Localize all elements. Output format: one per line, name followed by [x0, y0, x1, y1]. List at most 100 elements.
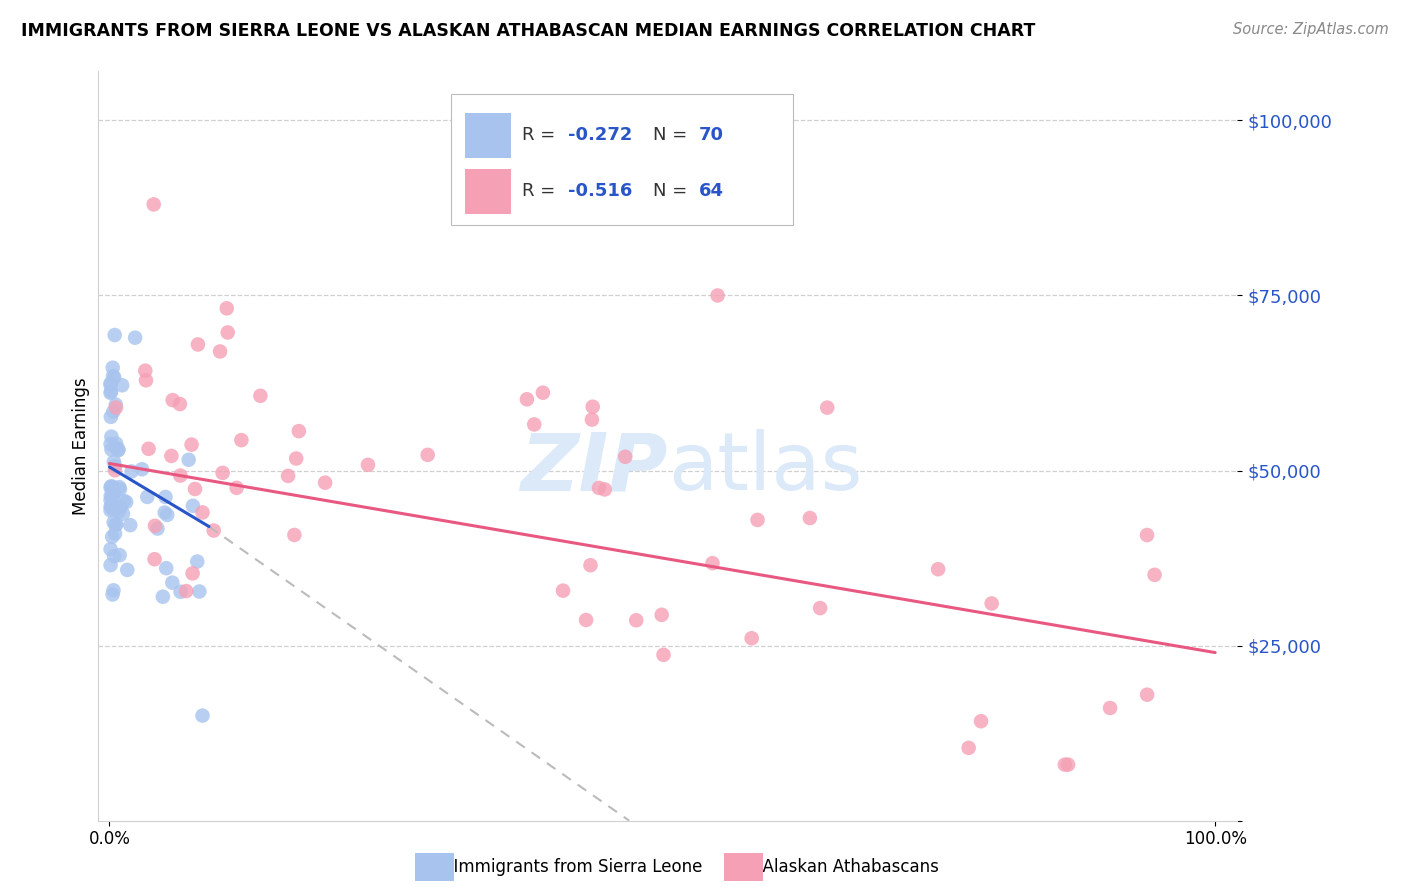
- Point: [100, 442, 122, 457]
- Point: [143, 518, 166, 533]
- Point: [146, 522, 169, 536]
- Point: [1099, 701, 1122, 715]
- Point: [105, 436, 128, 450]
- Point: [651, 607, 673, 622]
- FancyBboxPatch shape: [465, 169, 510, 214]
- Point: [143, 552, 166, 566]
- Point: [160, 449, 183, 463]
- Text: atlas: atlas: [668, 429, 862, 508]
- Point: [181, 499, 204, 513]
- Point: [174, 584, 197, 599]
- Point: [100, 430, 122, 444]
- Point: [153, 506, 176, 520]
- Point: [100, 493, 122, 508]
- Point: [135, 373, 157, 387]
- Point: [100, 437, 122, 451]
- Point: [416, 448, 439, 462]
- Point: [285, 451, 308, 466]
- Point: [1136, 688, 1159, 702]
- Point: [156, 508, 179, 522]
- Text: 70: 70: [699, 126, 724, 144]
- Point: [105, 517, 128, 532]
- Point: [277, 469, 299, 483]
- Point: [134, 364, 156, 378]
- Point: [136, 490, 159, 504]
- Point: [100, 499, 122, 513]
- Point: [588, 481, 610, 495]
- Point: [101, 485, 124, 500]
- Point: [103, 370, 125, 384]
- Point: [231, 433, 253, 447]
- Point: [152, 590, 174, 604]
- Point: [101, 360, 124, 375]
- Point: [288, 424, 311, 438]
- Point: [100, 542, 122, 557]
- Point: [104, 398, 127, 412]
- Point: [162, 575, 184, 590]
- Point: [927, 562, 949, 576]
- Point: [138, 442, 160, 456]
- Point: [1057, 757, 1080, 772]
- Point: [101, 530, 124, 544]
- Point: [103, 516, 125, 530]
- Point: [531, 385, 554, 400]
- Point: [209, 344, 232, 359]
- Point: [799, 511, 821, 525]
- Point: [100, 558, 122, 573]
- Point: [105, 441, 128, 455]
- Point: [702, 556, 724, 570]
- Point: [103, 549, 125, 564]
- Point: [970, 714, 993, 729]
- Point: [107, 442, 129, 457]
- Point: [169, 468, 191, 483]
- Point: [100, 377, 122, 392]
- Point: [225, 481, 247, 495]
- Text: N =: N =: [652, 126, 693, 144]
- Point: [120, 518, 142, 533]
- Point: [103, 405, 125, 419]
- Point: [575, 613, 598, 627]
- Point: [110, 500, 132, 515]
- Point: [217, 326, 239, 340]
- Point: [215, 301, 238, 316]
- Point: [162, 393, 184, 408]
- Point: [103, 486, 125, 500]
- Point: [181, 566, 204, 581]
- Point: [187, 337, 209, 351]
- Point: [314, 475, 336, 490]
- Point: [626, 613, 648, 627]
- Point: [614, 450, 637, 464]
- Point: [142, 197, 165, 211]
- Point: [593, 483, 616, 497]
- Point: [108, 480, 131, 494]
- Text: N =: N =: [652, 182, 693, 200]
- Point: [177, 452, 200, 467]
- Point: [741, 632, 763, 646]
- Point: [100, 480, 122, 494]
- Point: [103, 455, 125, 469]
- Point: [516, 392, 538, 407]
- Point: [184, 482, 207, 496]
- Point: [104, 328, 127, 343]
- Point: [747, 513, 769, 527]
- Point: [101, 480, 124, 494]
- Y-axis label: Median Earnings: Median Earnings: [72, 377, 90, 515]
- Point: [957, 740, 980, 755]
- Point: [103, 502, 125, 516]
- Point: [108, 482, 131, 496]
- Point: [100, 409, 122, 424]
- Text: Alaskan Athabascans: Alaskan Athabascans: [731, 858, 939, 876]
- Point: [101, 369, 124, 384]
- Point: [107, 443, 129, 458]
- Point: [191, 505, 214, 519]
- Point: [112, 494, 135, 508]
- Point: [581, 412, 603, 426]
- Point: [211, 466, 233, 480]
- Text: R =: R =: [522, 126, 561, 144]
- Text: 64: 64: [699, 182, 724, 200]
- Point: [155, 490, 177, 504]
- Point: [551, 583, 574, 598]
- FancyBboxPatch shape: [465, 112, 510, 158]
- Point: [1136, 528, 1159, 542]
- Point: [582, 400, 605, 414]
